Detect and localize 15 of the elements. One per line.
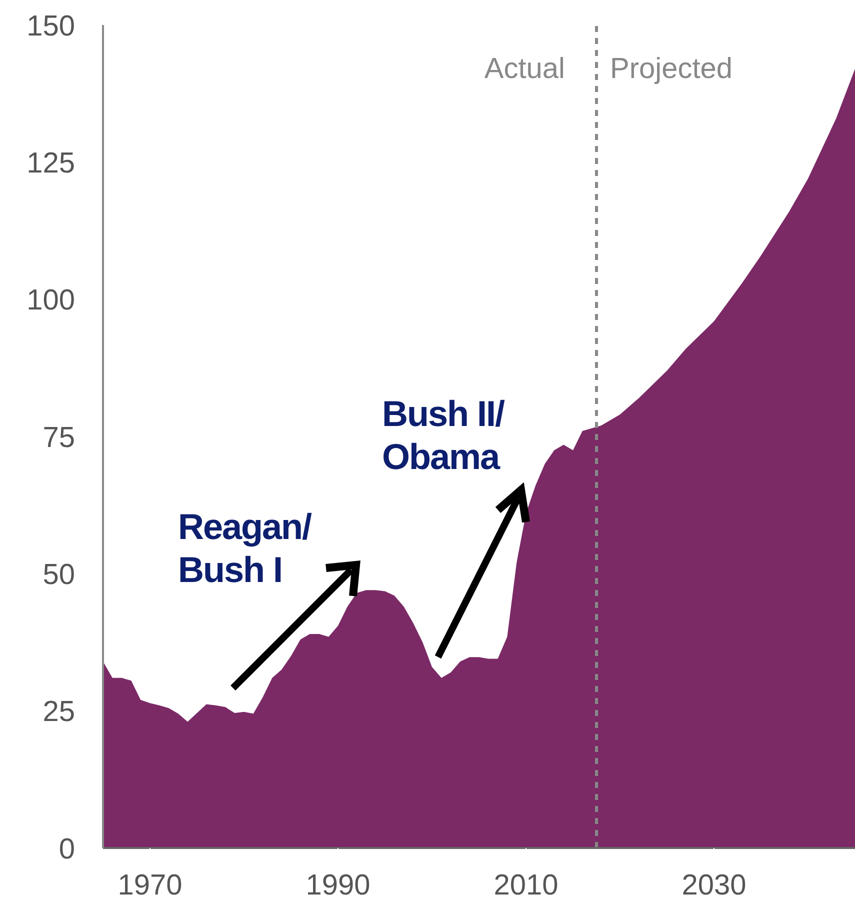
x-tick-label: 1990 (306, 870, 370, 902)
x-tick-label: 1970 (118, 870, 182, 902)
y-tick-label: 25 (42, 696, 75, 728)
annotation: Reagan/ Bush I (178, 505, 313, 592)
annotation: Bush II/ Obama (382, 392, 506, 478)
x-tick-label: 2030 (682, 870, 746, 902)
y-tick-label: 100 (26, 284, 75, 317)
annotation: Actual (483, 52, 565, 87)
y-tick-label: 50 (42, 558, 75, 591)
y-tick-label: 125 (26, 147, 75, 180)
y-tick-label: 150 (26, 10, 75, 42)
y-tick-label: 0 (58, 833, 75, 866)
x-tick-label: 2010 (494, 870, 558, 902)
annotation: Projected (610, 52, 734, 87)
y-tick-label: 75 (42, 422, 75, 454)
